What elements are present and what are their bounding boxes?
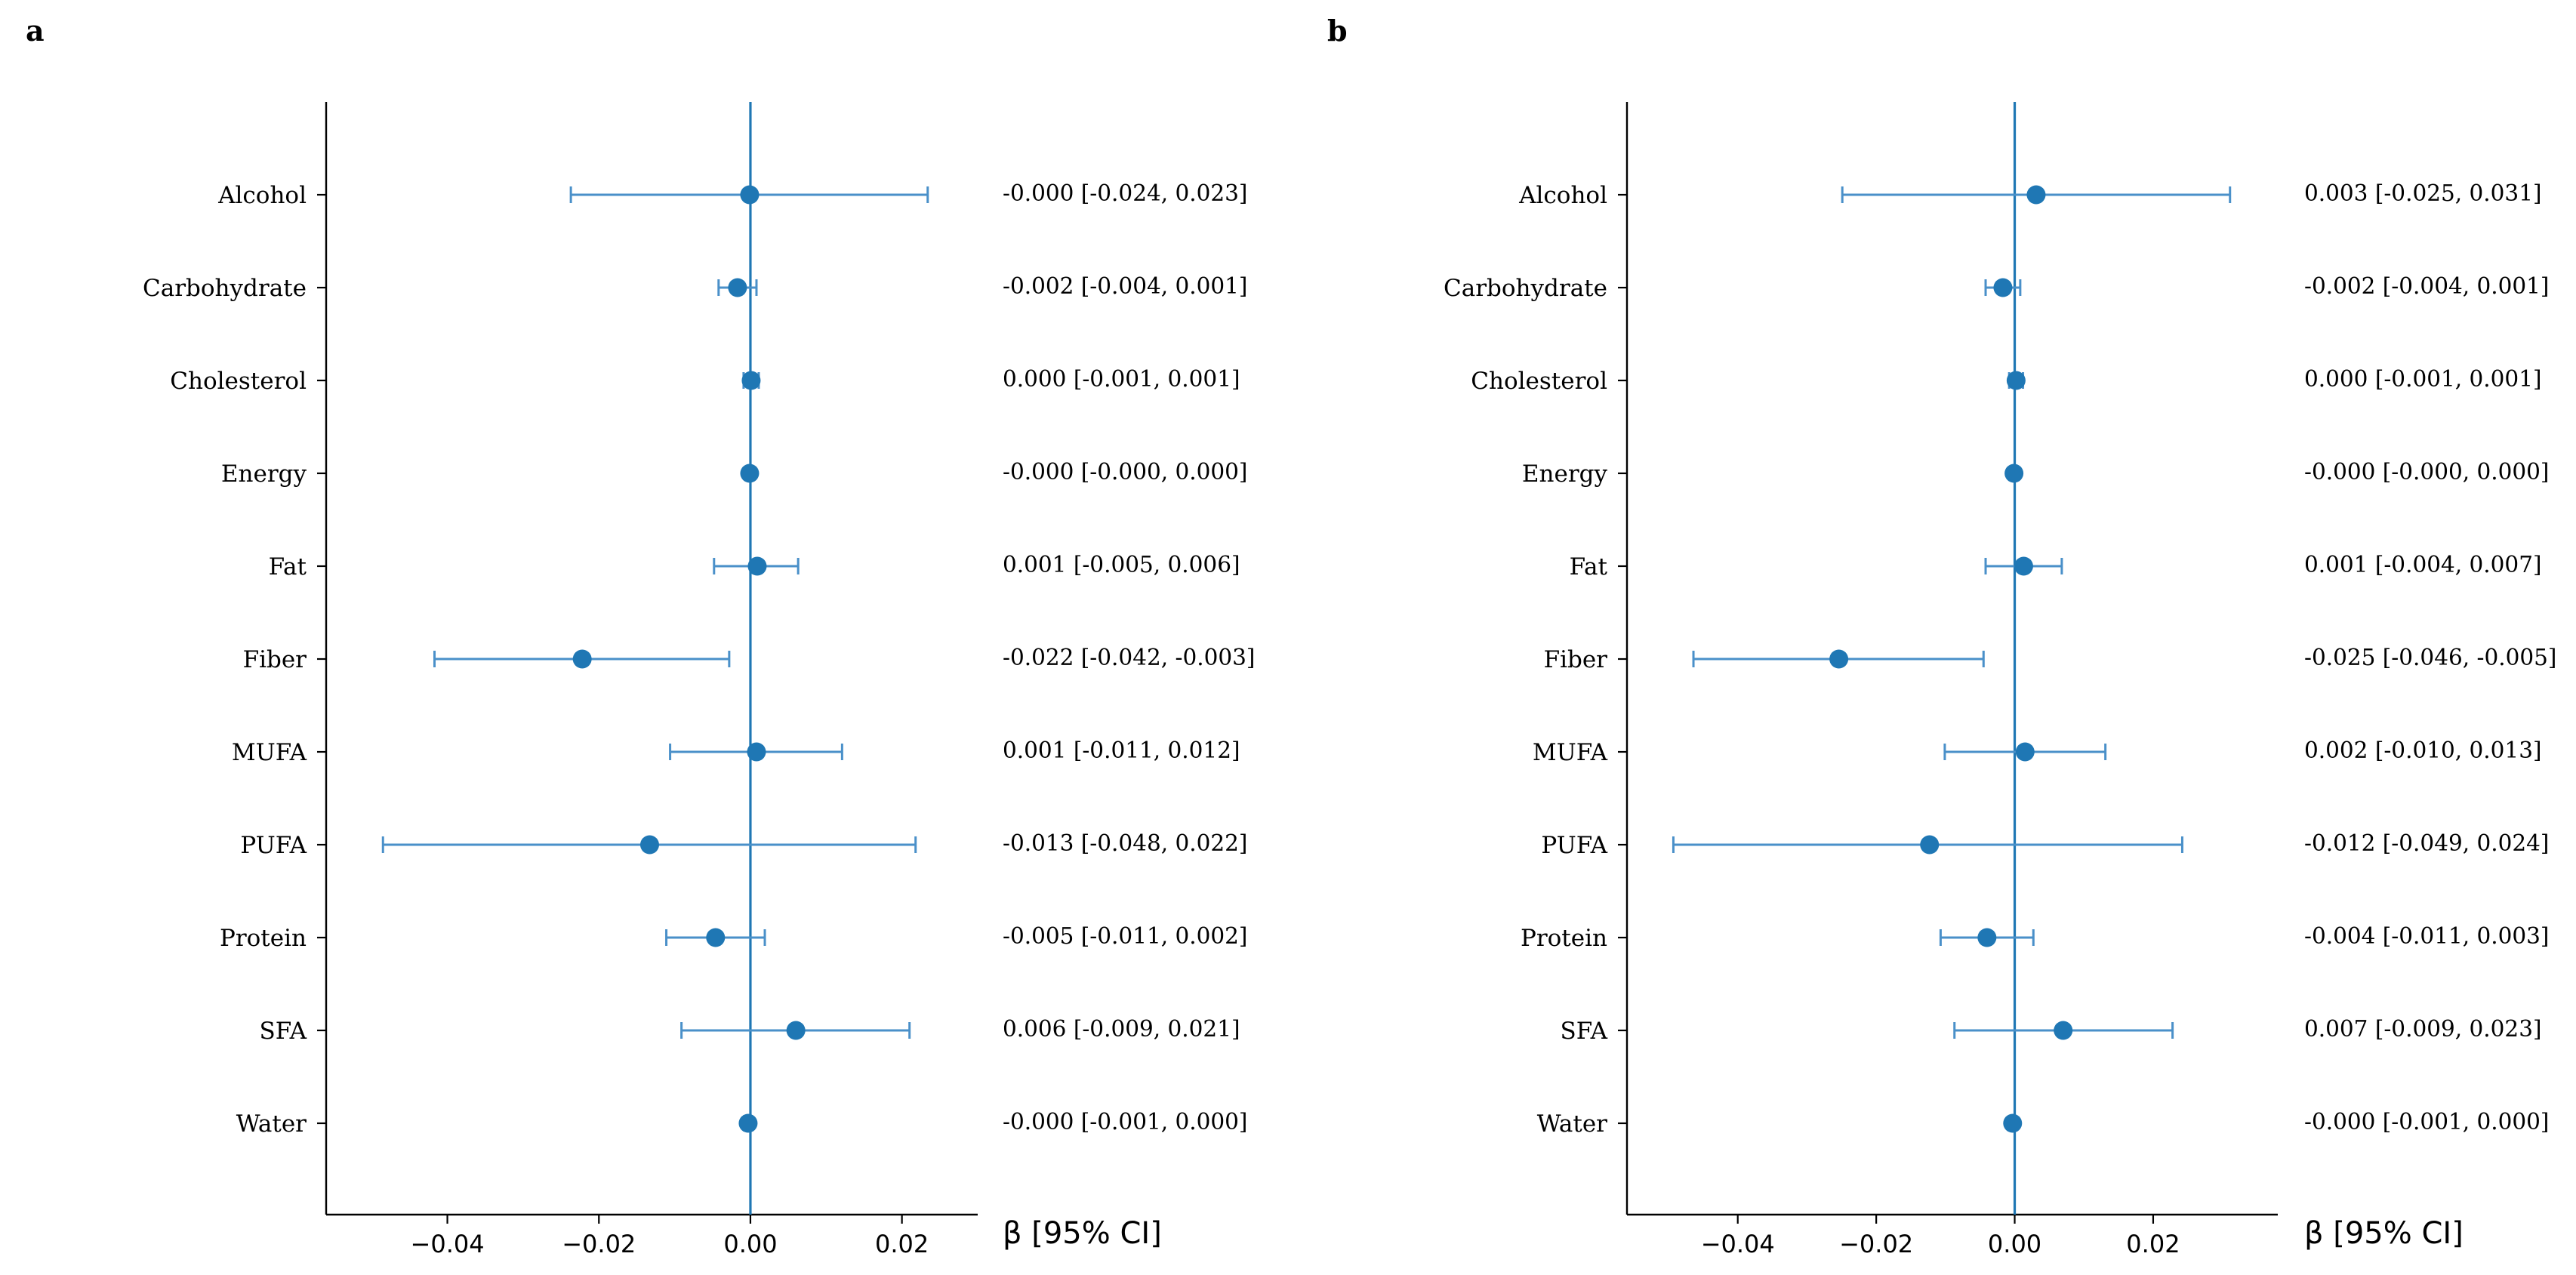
x-axis-label: β [95% CI] [1003,1216,1162,1251]
estimate-point [728,278,747,297]
estimate-point [786,1021,806,1040]
category-label: PUFA [1541,832,1607,859]
estimate-point [740,463,760,483]
category-label: Energy [221,460,307,488]
category-label: Protein [1521,925,1607,952]
estimate-point [572,649,592,669]
category-label: PUFA [240,832,307,859]
category-label: Cholesterol [1471,368,1607,395]
estimate-annotation: -0.012 [-0.049, 0.024] [2304,830,2549,856]
estimate-annotation: -0.013 [-0.048, 0.022] [1003,830,1247,856]
category-label: Alcohol [1518,182,1607,209]
estimate-point [738,1113,758,1133]
estimate-annotation: -0.005 [-0.011, 0.002] [1003,923,1247,949]
panels: a −0.04 −0.02 0.00 0.02 β [95% CI] Alcohol -0.0… [26,14,2556,1258]
category-label: SFA [260,1018,307,1045]
x-tick-label: 0.00 [1988,1230,2041,1258]
estimate-annotation: 0.000 [-0.001, 0.001] [2304,366,2541,392]
panel-label: b [1327,14,1348,48]
category-label: Fiber [1544,646,1608,673]
estimate-annotation: -0.000 [-0.001, 0.000] [1003,1109,1247,1135]
estimate-point [2004,463,2024,483]
category-label: Water [1537,1110,1607,1138]
x-axis-label: β [95% CI] [2304,1216,2464,1251]
category-label: Energy [1522,460,1608,488]
estimate-point [706,928,726,947]
estimate-point [2014,556,2033,576]
estimate-annotation: -0.000 [-0.024, 0.023] [1003,180,1247,206]
category-label: SFA [1561,1018,1608,1045]
estimate-annotation: 0.007 [-0.009, 0.023] [2304,1016,2541,1042]
panel-label: a [26,14,45,48]
x-tick-label: −0.04 [411,1230,485,1258]
estimate-annotation: 0.000 [-0.001, 0.001] [1003,366,1240,392]
x-tick-label: −0.04 [1701,1230,1775,1258]
estimate-annotation: -0.025 [-0.046, -0.005] [2304,645,2556,670]
estimate-point [2026,185,2046,205]
estimate-point [2015,742,2035,762]
estimate-annotation: 0.006 [-0.009, 0.021] [1003,1016,1240,1042]
category-label: MUFA [1533,739,1608,766]
estimate-point [639,835,659,855]
x-tick-label: −0.02 [1839,1230,1913,1258]
estimate-point [747,742,766,762]
estimate-annotation: -0.000 [-0.001, 0.000] [2304,1109,2549,1135]
x-tick-label: 0.02 [875,1230,929,1258]
estimate-point [2006,371,2026,390]
estimate-point [747,556,767,576]
estimate-annotation: 0.001 [-0.005, 0.006] [1003,552,1240,577]
category-label: Fiber [243,646,307,673]
estimate-point [1977,928,1997,947]
category-label: Alcohol [217,182,307,209]
category-label: Carbohydrate [143,275,307,302]
category-label: Fat [1570,553,1608,581]
estimate-annotation: 0.002 [-0.010, 0.013] [2304,738,2541,763]
estimate-point [1920,835,1940,855]
estimate-point [741,371,761,390]
estimate-point [2054,1021,2073,1040]
estimate-annotation: -0.004 [-0.011, 0.003] [2304,923,2549,949]
estimate-annotation: -0.000 [-0.000, 0.000] [1003,459,1247,485]
estimate-annotation: -0.000 [-0.000, 0.000] [2304,459,2549,485]
category-label: Water [236,1110,307,1138]
x-tick-label: −0.02 [562,1230,636,1258]
x-tick-label: 0.02 [2126,1230,2180,1258]
category-label: Carbohydrate [1444,275,1607,302]
category-label: Protein [220,925,307,952]
estimate-point [1993,278,2013,297]
estimate-annotation: 0.001 [-0.004, 0.007] [2304,552,2541,577]
estimate-annotation: 0.001 [-0.011, 0.012] [1003,738,1240,763]
panel-a: a −0.04 −0.02 0.00 0.02 β [95% CI] Alcohol -0.0… [26,14,1255,1258]
estimate-point [2003,1113,2023,1133]
category-label: MUFA [232,739,307,766]
estimate-point [740,185,760,205]
estimate-point [1829,649,1849,669]
estimate-annotation: -0.002 [-0.004, 0.001] [1003,273,1247,299]
category-label: Cholesterol [170,368,307,395]
estimate-annotation: -0.002 [-0.004, 0.001] [2304,273,2549,299]
estimate-annotation: -0.022 [-0.042, -0.003] [1003,645,1255,670]
panel-b: b −0.04 −0.02 0.00 0.02 β [95% CI] Alcohol 0.00… [1327,14,2556,1258]
category-label: Fat [269,553,307,581]
estimate-annotation: 0.003 [-0.025, 0.031] [2304,180,2541,206]
x-tick-label: 0.00 [723,1230,777,1258]
